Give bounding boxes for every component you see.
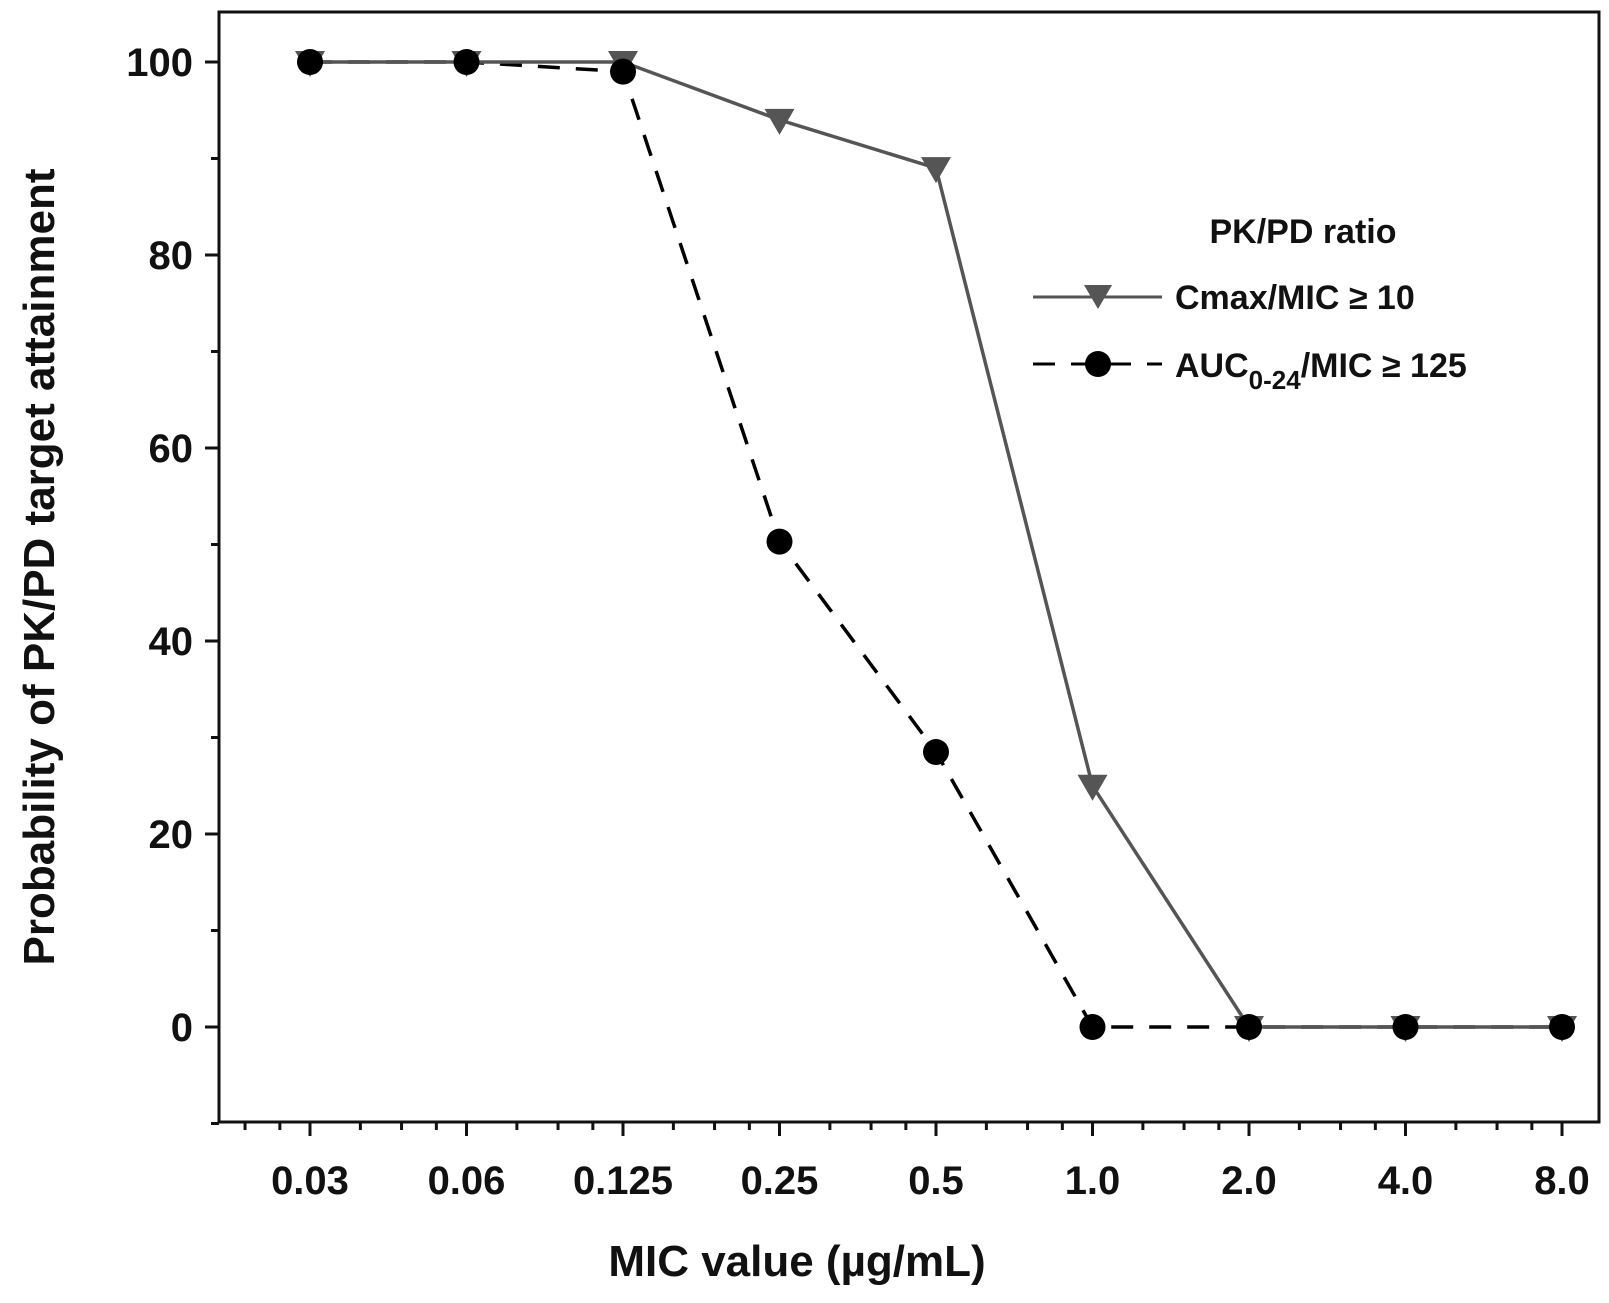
legend-label-auc-rest: /MIC ≥ 125 — [1301, 347, 1467, 385]
series-line-0 — [310, 60, 1562, 1029]
marker-auc-point — [923, 738, 949, 765]
x-tick-label: 1.0 — [1065, 1159, 1121, 1203]
y-tick-label: 40 — [149, 620, 194, 664]
x-tick-label: 8.0 — [1534, 1159, 1590, 1203]
y-tick-label: 100 — [126, 41, 193, 85]
marker-auc-point — [1079, 1014, 1106, 1040]
legend-marker-auc — [1085, 351, 1111, 377]
marker-auc-point — [1392, 1014, 1419, 1040]
x-tick-label: 4.0 — [1378, 1159, 1434, 1203]
marker-auc-point — [1236, 1014, 1262, 1040]
marker-cmax-point — [764, 108, 795, 135]
marker-cmax-point — [1077, 774, 1108, 801]
legend-label-auc: AUC0-24/MIC ≥ 125 — [1175, 347, 1467, 395]
y-axis-title: Probability of PK/PD target attainment — [15, 168, 64, 965]
y-tick-label: 20 — [149, 813, 194, 857]
x-tick-label: 0.5 — [908, 1159, 964, 1203]
y-tick-label: 80 — [149, 234, 194, 278]
marker-auc-point — [610, 58, 636, 85]
marker-cmax-point — [921, 157, 951, 184]
x-tick-label: 0.25 — [741, 1159, 819, 1203]
x-tick-label: 0.03 — [271, 1159, 349, 1203]
marker-auc-point — [1549, 1014, 1575, 1040]
legend-title: PK/PD ratio — [1209, 213, 1396, 251]
axis-ticks — [205, 60, 1564, 1136]
legend: PK/PD ratio Cmax/MIC ≥ 10 AUC0-24/MIC ≥ … — [1033, 213, 1467, 395]
plot-frame — [217, 10, 1601, 1124]
x-tick-label: 0.06 — [428, 1159, 506, 1203]
legend-label-cmax: Cmax/MIC ≥ 10 — [1175, 279, 1415, 317]
series-layer — [295, 49, 1577, 1042]
legend-label-auc-main: AUC — [1175, 347, 1249, 385]
y-tick-label: 60 — [149, 427, 194, 471]
marker-auc-point — [766, 528, 793, 555]
x-tick-label: 2.0 — [1221, 1159, 1277, 1203]
tick-labels: 0 20 40 60 80 100 0.03 0.06 0.125 0.25 0.5 1.0 2.0 4.… — [126, 41, 1590, 1203]
series-line-1 — [310, 60, 1562, 1029]
legend-marker-cmax — [1084, 285, 1112, 309]
y-tick-label: 0 — [171, 1006, 193, 1050]
x-tick-label: 0.125 — [573, 1159, 673, 1203]
marker-auc-point — [297, 49, 323, 75]
legend-label-auc-sub: 0-24 — [1249, 365, 1302, 395]
marker-auc-point — [453, 49, 480, 75]
x-axis-title: MIC value (µg/mL) — [608, 1237, 985, 1286]
